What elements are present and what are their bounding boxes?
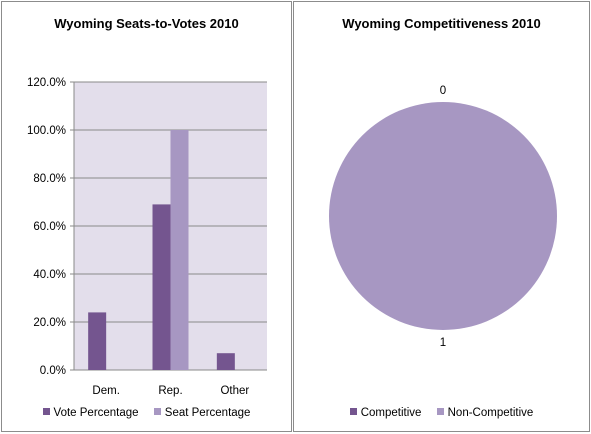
pie-slice xyxy=(329,102,557,330)
pie-chart-svg: 01 xyxy=(329,85,557,349)
legend-swatch-competitive xyxy=(349,408,357,415)
x-tick-label: Other xyxy=(220,385,249,397)
y-tick-label: 40.0% xyxy=(33,269,66,281)
legend-item-vote-percentage: Vote Percentage xyxy=(42,407,139,419)
y-tick-label: 120.0% xyxy=(27,77,66,89)
y-tick-label: 80.0% xyxy=(33,173,66,185)
seats-to-votes-chart-panel: Wyoming Seats-to-Votes 2010 0.0% 20.0% 40.… xyxy=(1,1,292,432)
bar-chart-svg: 0.0% 20.0% 40.0% 60.0% 80.0% 100.0% 120.0% Dem.… xyxy=(27,77,267,397)
legend-label-seat-percentage: Seat Percentage xyxy=(164,407,251,419)
legend-label-non-competitive: Non-Competitive xyxy=(447,407,534,419)
legend-label-vote-percentage: Vote Percentage xyxy=(53,407,139,419)
bar-chart-legend: Vote Percentage Seat Percentage xyxy=(2,407,291,419)
legend-label-competitive: Competitive xyxy=(360,407,422,419)
legend-item-non-competitive: Non-Competitive xyxy=(436,407,534,419)
pie-chart-title: Wyoming Competitiveness 2010 xyxy=(342,16,541,31)
y-tick-label: 100.0% xyxy=(27,125,66,137)
legend-item-competitive: Competitive xyxy=(349,407,422,419)
bar xyxy=(216,353,235,370)
bar-chart-title: Wyoming Seats-to-Votes 2010 xyxy=(54,16,239,31)
x-tick-label: Rep. xyxy=(158,385,182,397)
legend-swatch-non-competitive xyxy=(436,408,444,415)
pie-data-label: 1 xyxy=(440,337,446,349)
bar xyxy=(88,312,107,370)
legend-item-seat-percentage: Seat Percentage xyxy=(153,407,251,419)
y-tick-label: 60.0% xyxy=(33,221,66,233)
legend-swatch-vote-percentage xyxy=(42,408,50,415)
pie-chart-legend: Competitive Non-Competitive xyxy=(294,407,589,419)
y-tick-label: 0.0% xyxy=(40,365,66,377)
x-tick-label: Dem. xyxy=(92,385,119,397)
bar xyxy=(152,204,171,370)
legend-swatch-seat-percentage xyxy=(153,408,161,415)
pie-data-label: 0 xyxy=(440,85,446,97)
y-tick-label: 20.0% xyxy=(33,317,66,329)
bar xyxy=(170,130,189,370)
